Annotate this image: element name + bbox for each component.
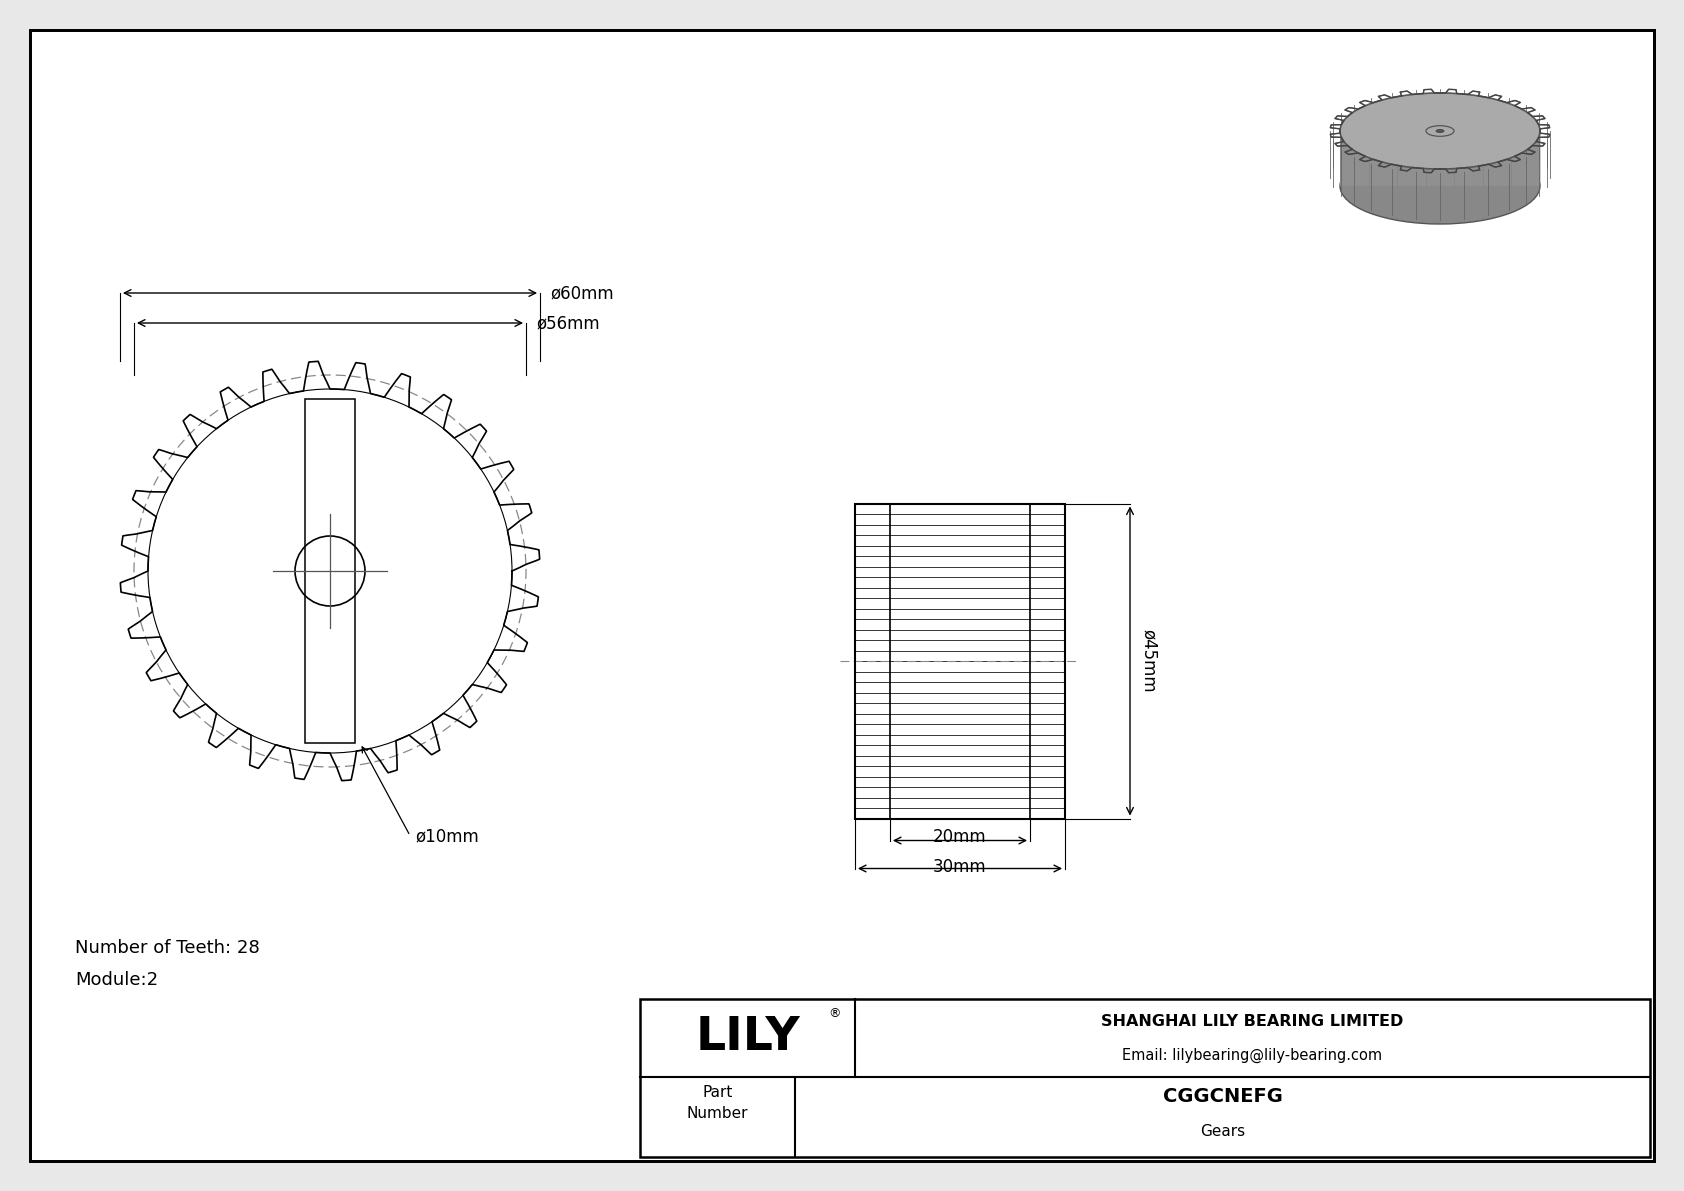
- Text: ø60mm: ø60mm: [551, 283, 613, 303]
- Text: Gears: Gears: [1201, 1124, 1244, 1140]
- Text: ø56mm: ø56mm: [536, 314, 600, 332]
- Text: 20mm: 20mm: [933, 829, 987, 847]
- Ellipse shape: [1426, 126, 1453, 136]
- Ellipse shape: [1340, 93, 1539, 169]
- Ellipse shape: [1340, 148, 1539, 224]
- Text: Module:2: Module:2: [76, 971, 158, 989]
- Text: ø10mm: ø10mm: [416, 827, 478, 844]
- Text: ø45mm: ø45mm: [1140, 629, 1159, 693]
- Text: LILY: LILY: [695, 1016, 800, 1060]
- Text: Email: lilybearing@lily-bearing.com: Email: lilybearing@lily-bearing.com: [1123, 1047, 1383, 1062]
- Text: 30mm: 30mm: [933, 859, 987, 877]
- Ellipse shape: [1436, 130, 1443, 132]
- Bar: [640, 999, 1650, 1156]
- Polygon shape: [1340, 131, 1539, 186]
- Bar: [855, 504, 1064, 818]
- Text: ®: ®: [829, 1008, 842, 1021]
- Text: CGGCNEFG: CGGCNEFG: [1162, 1087, 1283, 1106]
- Text: Number of Teeth: 28: Number of Teeth: 28: [76, 939, 259, 958]
- Bar: [305, 399, 355, 743]
- Text: SHANGHAI LILY BEARING LIMITED: SHANGHAI LILY BEARING LIMITED: [1101, 1014, 1404, 1029]
- Bar: [891, 504, 1031, 818]
- Text: Part
Number: Part Number: [687, 1085, 748, 1121]
